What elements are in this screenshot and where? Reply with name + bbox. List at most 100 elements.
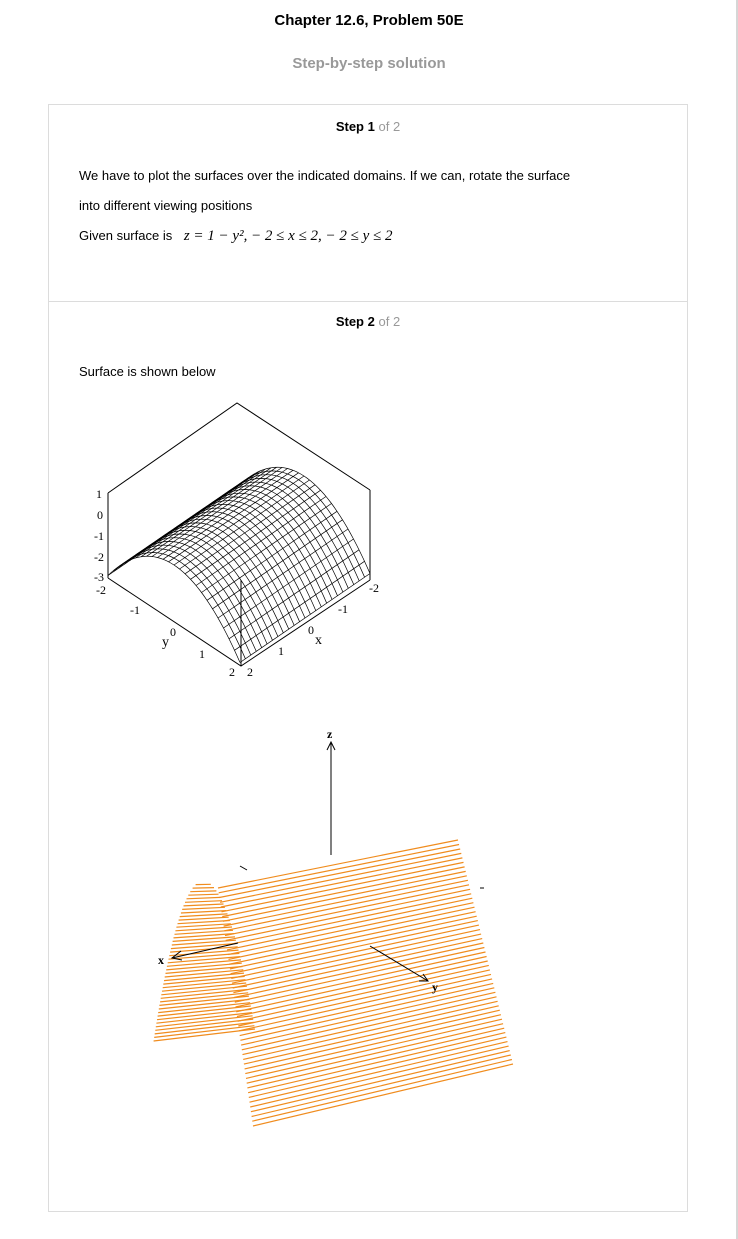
surface-line	[252, 1063, 514, 1127]
mesh-line-y	[140, 467, 272, 558]
x-axis-label: x	[158, 953, 164, 967]
surface-line	[221, 861, 464, 913]
end-face-line	[153, 1028, 256, 1042]
x-tick-label: 2	[247, 665, 253, 679]
surface-line	[248, 1036, 507, 1098]
end-face-line	[163, 975, 245, 985]
step-divider	[49, 301, 687, 302]
end-face-line	[155, 1015, 253, 1028]
mesh-line-y	[223, 538, 354, 629]
y-tick-label: 1	[199, 647, 205, 661]
surface-line	[223, 875, 467, 927]
mesh-line-y	[201, 503, 332, 593]
end-face-line	[155, 1018, 254, 1031]
y-tick-label: -2	[96, 583, 106, 597]
y-axis-label: y	[432, 980, 438, 994]
x-tick-label: 0	[308, 623, 314, 637]
surface-line	[224, 879, 469, 932]
step-1-line-2: into different viewing positions	[79, 198, 253, 213]
end-face-line	[158, 998, 250, 1010]
mesh-line-y	[239, 573, 371, 663]
surface-line	[229, 911, 476, 965]
z-tick-label: -3	[94, 570, 104, 584]
surface-plot-rotated: z x y	[153, 727, 514, 1127]
mesh-line-y	[195, 496, 327, 586]
x-tick-label: -1	[338, 602, 348, 616]
surface-line	[245, 1018, 503, 1079]
z-tick-label: -2	[94, 550, 104, 564]
surface-line	[218, 843, 460, 894]
end-face-line	[164, 969, 244, 978]
step-2-header: Step 2 of 2	[49, 314, 687, 329]
surface-line	[233, 938, 483, 994]
surface-line	[231, 924, 480, 979]
surface-line	[235, 951, 486, 1008]
end-face-line	[160, 992, 249, 1003]
surface-line	[226, 893, 472, 946]
end-face-line	[162, 979, 246, 989]
mesh-line-y	[190, 490, 321, 580]
end-face-line	[182, 906, 225, 910]
mesh-line-y	[107, 486, 239, 576]
mesh-line-y	[179, 479, 310, 570]
x-axis-line	[171, 942, 239, 959]
surface-line	[238, 969, 491, 1027]
surface-plot-mesh: 1 0 -1 -2 -3 -2 -1 0 y 1 2 2 1 0 x -1 -2	[85, 398, 385, 688]
step-1-given: Given surface is z = 1 − y², − 2 ≤ x ≤ 2…	[79, 221, 659, 251]
end-face-line	[183, 903, 224, 907]
end-face-line	[167, 956, 241, 964]
y-tick-label: 2	[229, 665, 235, 679]
z-axis-label: z	[327, 727, 333, 741]
surface-line	[219, 848, 461, 899]
mesh-line-y	[146, 467, 277, 557]
right-edge-divider	[736, 0, 738, 1239]
surface-line	[225, 888, 471, 941]
end-face-line	[192, 887, 215, 889]
surface-line	[241, 991, 496, 1051]
mesh-line-y	[124, 473, 255, 564]
surface-line	[226, 897, 473, 951]
surface-line	[229, 915, 477, 970]
y-tick-label: 0	[170, 625, 176, 639]
z-tick-label: 1	[96, 487, 102, 501]
surface-line	[237, 964, 489, 1022]
end-face-line	[166, 962, 242, 971]
end-face-line	[190, 890, 217, 893]
end-face-line	[172, 936, 236, 942]
z-tick-label: -1	[94, 529, 104, 543]
step-2-text: Surface is shown below	[79, 364, 216, 379]
step-2-of: of 2	[378, 314, 401, 329]
end-face-line	[165, 965, 243, 974]
surface-line	[244, 1009, 500, 1070]
end-face-line	[154, 1021, 254, 1035]
mesh-line-y	[212, 519, 343, 610]
surface-line	[250, 1045, 509, 1108]
end-face-line	[154, 1025, 255, 1038]
surface-line	[249, 1041, 508, 1103]
surface-line	[247, 1032, 506, 1094]
surface-line	[222, 870, 466, 922]
surface-line	[240, 982, 494, 1041]
y-tick-label: -1	[130, 603, 140, 617]
end-face-line	[166, 959, 242, 967]
end-face-line	[177, 919, 230, 925]
step-1-text: We have to plot the surfaces over the in…	[79, 161, 659, 251]
mesh-line-y	[173, 475, 305, 566]
surface-line	[228, 906, 475, 960]
end-face-line	[178, 916, 229, 921]
end-face-line	[170, 942, 237, 950]
end-face-line	[169, 949, 239, 957]
end-face-line	[184, 900, 223, 903]
surface-line	[240, 987, 495, 1046]
surface-line	[231, 929, 481, 984]
step-1-header: Step 1 of 2	[49, 119, 687, 134]
step-2-number: 2	[367, 314, 375, 329]
mesh-line-y	[129, 470, 261, 561]
end-face-line	[161, 985, 247, 996]
y-axis-line	[369, 945, 429, 982]
end-face-line	[156, 1012, 253, 1024]
end-face-line	[160, 988, 248, 999]
mesh-line-y	[206, 511, 338, 601]
end-face-line	[175, 926, 233, 932]
surface-line	[227, 902, 474, 956]
